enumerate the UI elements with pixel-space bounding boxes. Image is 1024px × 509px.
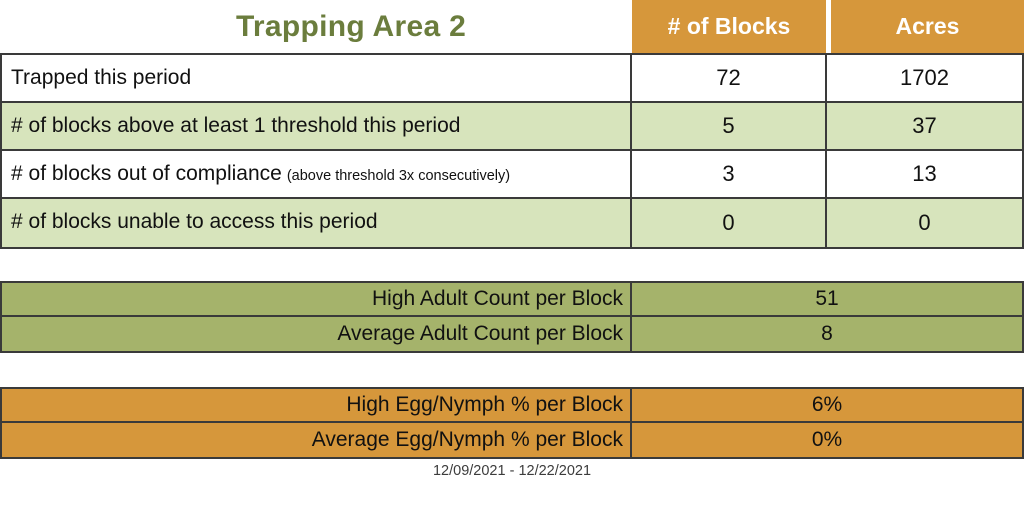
- row-label: # of blocks above at least 1 threshold t…: [2, 103, 632, 149]
- row-label-text: # of blocks out of compliance: [11, 162, 282, 185]
- section-value: 0%: [811, 428, 843, 451]
- summary-table: Trapped this period 72 1702 # of blocks …: [0, 53, 1024, 249]
- egg-nymph-section: High Egg/Nymph % per Block 6% Average Eg…: [0, 387, 1024, 459]
- section-label: High Egg/Nymph % per Block: [2, 389, 632, 421]
- section-row-average-egg: Average Egg/Nymph % per Block 0%: [2, 423, 1022, 457]
- date-range: 12/09/2021 - 12/22/2021: [432, 463, 592, 479]
- row-label-note: (above threshold 3x consecutively): [286, 168, 511, 184]
- table-row-unable-to-access: # of blocks unable to access this period…: [2, 199, 1022, 247]
- section-row-high-egg: High Egg/Nymph % per Block 6%: [2, 389, 1022, 423]
- column-header-acres: Acres: [831, 0, 1024, 53]
- column-header-blocks: # of Blocks: [632, 0, 826, 53]
- blocks-value: 0: [632, 199, 827, 247]
- adult-count-section: High Adult Count per Block 51 Average Ad…: [0, 281, 1024, 353]
- table-row-out-of-compliance: # of blocks out of compliance (above thre…: [2, 151, 1022, 199]
- page-title: Trapping Area 2: [235, 9, 467, 43]
- row-label-text: # of blocks unable to access this period: [11, 210, 378, 233]
- section-row-high-adult: High Adult Count per Block 51: [2, 283, 1022, 317]
- acres-value: 13: [912, 161, 937, 186]
- table-row-trapped: Trapped this period 72 1702: [2, 55, 1022, 103]
- acres-value: 1702: [900, 65, 949, 90]
- row-label-text: Trapped this period: [11, 66, 192, 89]
- section-label: High Adult Count per Block: [2, 283, 632, 315]
- section-value: 51: [815, 287, 839, 310]
- blocks-value: 3: [632, 151, 827, 197]
- section-label: Average Egg/Nymph % per Block: [2, 423, 632, 457]
- section-row-average-adult: Average Adult Count per Block 8: [2, 317, 1022, 351]
- blocks-value: 5: [632, 103, 827, 149]
- title-cell: Trapping Area 2: [0, 0, 632, 53]
- acres-value: 0: [918, 210, 931, 235]
- acres-value: 37: [912, 113, 937, 138]
- section-value: 6%: [811, 393, 843, 416]
- section-value: 8: [821, 322, 833, 345]
- row-label: # of blocks unable to access this period: [2, 199, 632, 247]
- row-label-text: # of blocks above at least 1 threshold t…: [11, 114, 461, 137]
- header-column-gap: [826, 0, 831, 53]
- row-label: Trapped this period: [2, 55, 632, 101]
- blocks-value: 72: [632, 55, 827, 101]
- table-header-row: Trapping Area 2 # of Blocks Acres: [0, 0, 1024, 53]
- row-label: # of blocks out of compliance (above thre…: [2, 151, 632, 197]
- table-row-above-threshold: # of blocks above at least 1 threshold t…: [2, 103, 1022, 151]
- section-label: Average Adult Count per Block: [2, 317, 632, 351]
